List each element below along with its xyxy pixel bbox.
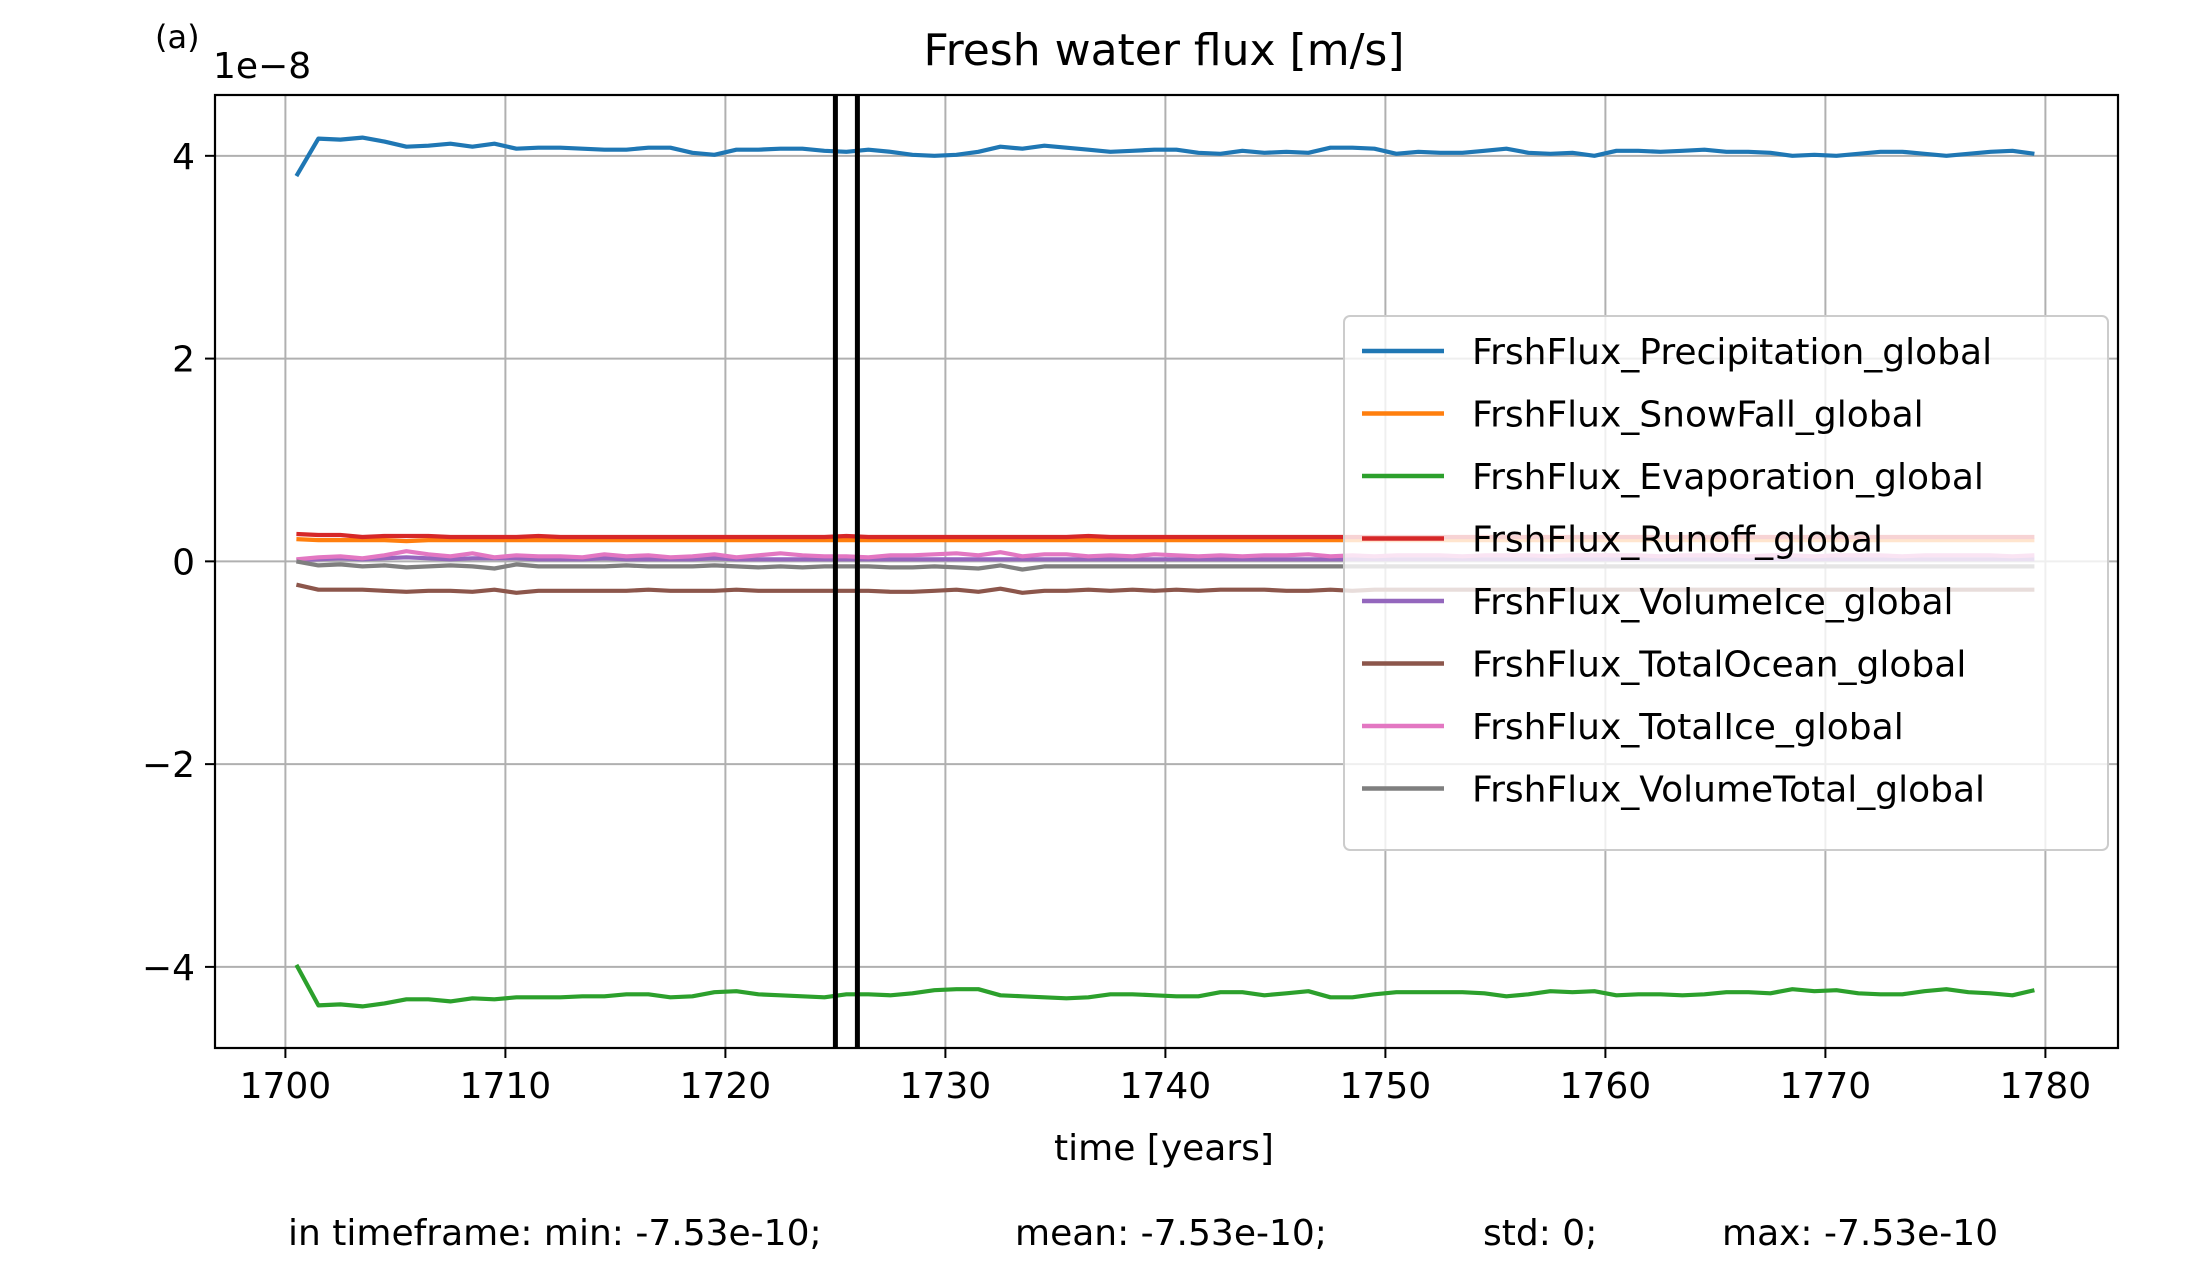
legend-entry: FrshFlux_Runoff_global [1472,520,1883,561]
chart-title: Fresh water flux [m/s] [923,25,1404,76]
legend-entry: FrshFlux_VolumeTotal_global [1472,770,1985,811]
vertical-marker-lines [832,95,860,1048]
x-tick-label: 1710 [460,1066,552,1107]
footer-std: std: 0; [1483,1213,1597,1254]
x-tick-label: 1780 [2000,1066,2092,1107]
y-tick-label: −2 [142,745,195,786]
y-tick-label: 2 [172,340,195,381]
y-tick-label: 0 [172,542,195,583]
legend-box [1343,315,2109,851]
x-tick-label: 1760 [1560,1066,1652,1107]
x-axis-ticks: 1700 1710 1720 1730 1740 1750 1760 1770 1780 [240,1048,2092,1107]
x-tick-label: 1750 [1340,1066,1432,1107]
x-tick-label: 1720 [680,1066,772,1107]
x-tick-label: 1770 [1780,1066,1872,1107]
x-axis-label: time [years] [1054,1128,1274,1169]
footer-max: max: -7.53e-10 [1722,1213,1998,1254]
footer-min: in timeframe: min: -7.53e-10; [288,1213,822,1254]
y-axis-ticks: −4 −2 0 2 4 [142,137,215,989]
series-line-2 [294,963,2035,1009]
x-tick-label: 1730 [900,1066,992,1107]
legend-entry: FrshFlux_SnowFall_global [1472,395,1924,436]
footer-mean: mean: -7.53e-10; [1015,1213,1327,1254]
x-tick-label: 1700 [240,1066,332,1107]
y-tick-label: −4 [142,948,195,989]
legend: FrshFlux_Precipitation_global FrshFlux_Sn… [1343,315,2109,851]
legend-entry: FrshFlux_Evaporation_global [1472,457,1984,498]
legend-entry: FrshFlux_TotalOcean_global [1472,645,1966,686]
x-tick-label: 1740 [1120,1066,1212,1107]
legend-entry: FrshFlux_TotalIce_global [1472,707,1904,748]
series-line-0 [294,135,2035,178]
legend-entry: FrshFlux_VolumeIce_global [1472,582,1954,623]
plot-frame [213,93,2120,1050]
panel-label: (a) [155,18,200,56]
legend-entry: FrshFlux_Precipitation_global [1472,332,1992,373]
y-scale-label: 1e−8 [213,46,311,87]
y-tick-label: 4 [172,137,195,178]
